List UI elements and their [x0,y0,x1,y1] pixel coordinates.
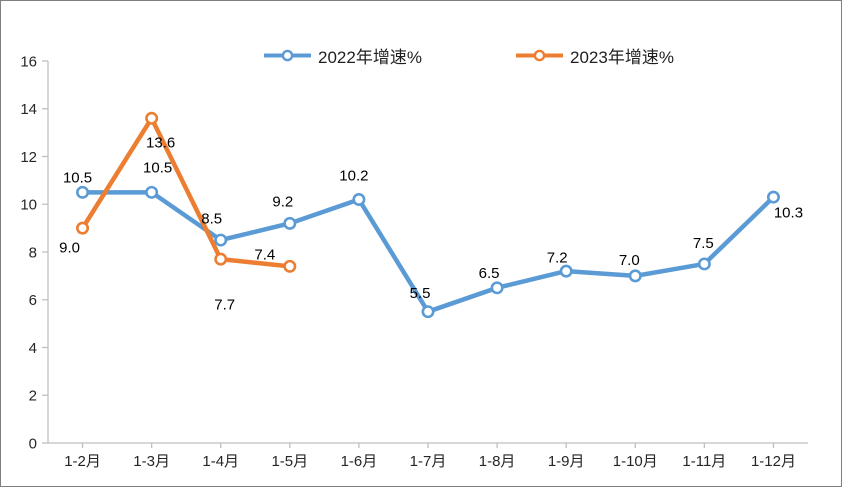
data-point[interactable] [214,252,228,266]
legend-marker-2023-icon [515,49,564,62]
x-tick-label: 1-12月 [751,453,796,470]
data-label: 9.0 [59,239,80,256]
data-point[interactable] [283,259,297,273]
y-tick-label: 6 [29,292,37,309]
data-point[interactable] [766,190,780,204]
data-point[interactable] [145,185,159,199]
y-tick-label: 12 [20,149,37,166]
y-tick-label: 0 [29,435,37,452]
data-point[interactable] [145,111,159,125]
data-label: 13.6 [146,135,175,152]
data-point[interactable] [559,264,573,278]
x-tick-label: 1-6月 [341,453,378,470]
y-tick-label: 10 [20,197,37,214]
data-point[interactable] [76,221,90,235]
legend-item-2022[interactable]: 2022年增速% [263,43,422,68]
data-point[interactable] [352,192,366,206]
data-label: 7.5 [693,235,714,252]
data-label: 10.2 [339,168,368,185]
data-point[interactable] [628,269,642,283]
series-2022年增速% [76,185,780,319]
x-tick-label: 1-2月 [64,453,101,470]
y-tick-label: 14 [20,101,37,118]
y-tick-label: 16 [20,53,37,70]
x-tick-label: 1-10月 [613,453,658,470]
x-tick-label: 1-11月 [682,453,726,470]
data-label: 10.3 [774,204,803,221]
data-point[interactable] [283,216,297,230]
legend-label-2022: 2022年增速% [318,48,422,67]
legend-marker-2022-icon [263,49,312,62]
chart-legend: 2022年增速% 2023年增速% [1,43,841,67]
data-label: 8.5 [201,210,222,227]
data-label: 5.5 [410,285,431,302]
x-tick-label: 1-3月 [133,453,170,470]
data-point[interactable] [697,257,711,271]
data-label: 10.5 [143,160,172,177]
legend-label-2023: 2023年增速% [570,48,674,67]
data-point[interactable] [214,233,228,247]
data-label: 9.2 [272,194,293,211]
legend-item-2023[interactable]: 2023年增速% [515,43,674,68]
data-label: 6.5 [479,265,500,282]
data-point[interactable] [76,185,90,199]
data-label: 7.0 [619,252,640,269]
series-line [80,116,293,269]
x-tick-label: 1-8月 [479,453,516,470]
series-2023年增速% [76,111,297,273]
y-tick-label: 8 [29,244,37,261]
x-tick-label: 1-7月 [410,453,447,470]
data-label: 7.4 [254,247,275,264]
data-label: 7.2 [547,249,568,266]
x-tick-label: 1-5月 [271,453,308,470]
data-label: 10.5 [63,170,92,187]
x-tick-label: 1-9月 [548,453,585,470]
data-point[interactable] [490,281,504,295]
x-tick-label: 1-4月 [202,453,239,470]
data-point[interactable] [421,305,435,319]
y-tick-label: 4 [29,340,37,357]
data-label: 7.7 [214,296,235,313]
y-tick-label: 2 [29,388,37,405]
